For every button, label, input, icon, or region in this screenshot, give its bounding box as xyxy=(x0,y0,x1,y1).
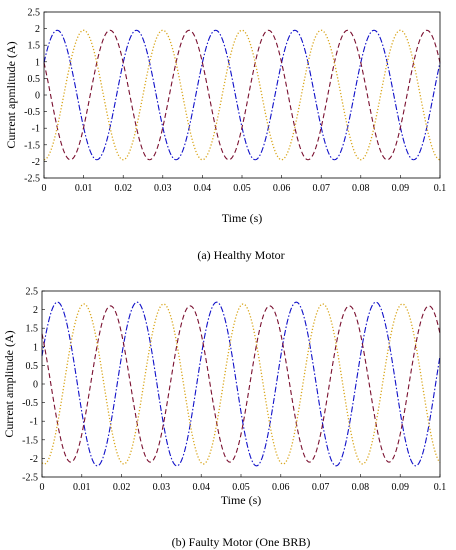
y-tick-label: -1 xyxy=(32,124,40,135)
x-tick-label: 0.05 xyxy=(233,183,251,194)
series-line-3 xyxy=(43,29,441,161)
y-tick-label: -2 xyxy=(32,157,40,168)
y-tick-label: -2 xyxy=(30,454,38,465)
y-tick-label: 2.5 xyxy=(28,8,41,19)
x-tick-label: 0.09 xyxy=(392,183,410,194)
series-line-2 xyxy=(43,29,441,161)
series-line-1 xyxy=(43,29,441,161)
caption: (a) Healthy Motor xyxy=(197,248,284,262)
y-tick-label: 0.5 xyxy=(26,361,39,372)
y-tick-label: -0.5 xyxy=(22,398,38,409)
x-tick-label: 0.02 xyxy=(113,482,131,493)
y-tick-label: 2.5 xyxy=(26,287,39,298)
series-line-3 xyxy=(41,303,441,465)
plot-frame xyxy=(43,11,441,179)
x-tick-label: 0.01 xyxy=(75,183,93,194)
x-tick-label: 0.1 xyxy=(434,183,447,194)
x-tick-label: 0.07 xyxy=(312,482,330,493)
x-tick-label: 0.03 xyxy=(153,482,171,493)
x-tick-label: 0 xyxy=(42,183,47,194)
y-tick-label: -1.5 xyxy=(22,435,38,446)
x-tick-label: 0.06 xyxy=(272,482,290,493)
x-tick-label: 0.02 xyxy=(114,183,132,194)
y-tick-label: -2.5 xyxy=(22,473,38,484)
x-tick-label: 0.08 xyxy=(352,183,370,194)
y-tick-label: 0.5 xyxy=(28,74,41,85)
x-tick-label: 0.04 xyxy=(194,183,212,194)
x-tick-label: 0.07 xyxy=(312,183,330,194)
y-tick-label: -1.5 xyxy=(24,140,40,151)
y-tick-label: -0.5 xyxy=(24,107,40,118)
x-tick-label: 0.03 xyxy=(154,183,172,194)
y-axis-label: Current apmlitude (A) xyxy=(4,41,18,148)
x-axis-label: Time (s) xyxy=(222,211,263,225)
x-tick-label: 0.05 xyxy=(232,482,250,493)
x-tick-label: 0.1 xyxy=(434,482,447,493)
x-axis-label: Time (s) xyxy=(221,493,262,507)
series-line-2 xyxy=(41,305,441,463)
y-tick-label: -2.5 xyxy=(24,174,40,185)
x-tick-label: 0.01 xyxy=(73,482,91,493)
y-axis-label: Current amplitude (A) xyxy=(2,330,16,437)
y-tick-label: 0 xyxy=(35,91,40,102)
y-tick-label: 1 xyxy=(35,57,40,68)
x-tick-label: 0.08 xyxy=(352,482,370,493)
x-tick-label: 0.09 xyxy=(391,482,409,493)
plot-frame xyxy=(41,290,441,478)
x-tick-label: 0 xyxy=(40,482,45,493)
y-tick-label: 1.5 xyxy=(28,41,41,52)
y-tick-label: 2 xyxy=(33,305,38,316)
y-tick-label: 0 xyxy=(33,380,38,391)
caption: (b) Faulty Motor (One BRB) xyxy=(172,535,311,549)
y-tick-label: 2 xyxy=(35,24,40,35)
x-tick-label: 0.04 xyxy=(192,482,210,493)
y-tick-label: -1 xyxy=(30,417,38,428)
series-line-1 xyxy=(41,301,441,467)
chart-healthy-motor: 0 0.01 0.02 0.03 0.04 0.05 0.06 0.07 0.08 0.09 0.1… xyxy=(4,8,447,263)
y-tick-label: 1.5 xyxy=(26,324,39,335)
chart-faulty-motor: 0 0.01 0.02 0.03 0.04 0.05 0.06 0.07 0.08 0.09 0.1… xyxy=(2,287,447,550)
x-tick-label: 0.06 xyxy=(273,183,291,194)
y-tick-label: 1 xyxy=(33,342,38,353)
